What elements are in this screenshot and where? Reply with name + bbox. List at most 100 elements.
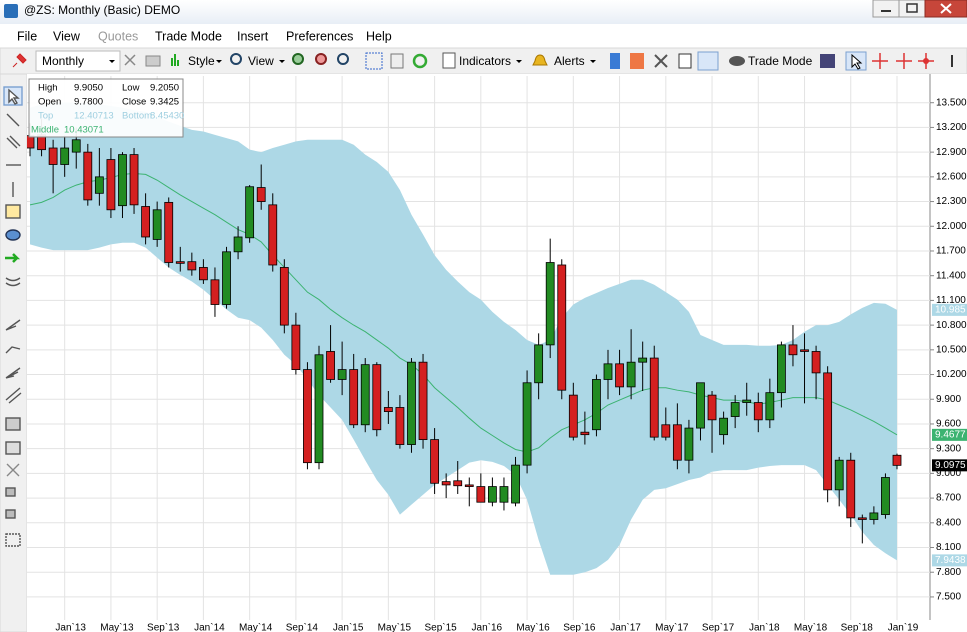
maximize-button[interactable]	[898, 0, 926, 18]
zoom-menu[interactable]	[337, 53, 349, 65]
candle-body	[48, 147, 58, 165]
select-icon[interactable]	[365, 52, 383, 70]
zoom-out[interactable]	[315, 53, 327, 65]
tool[interactable]	[5, 346, 21, 354]
icon[interactable]	[654, 54, 668, 68]
menu-item[interactable]: File	[17, 29, 37, 43]
menu-item[interactable]: Insert	[237, 29, 269, 43]
candle-body	[684, 427, 694, 461]
x-tick-label: Jan`14	[194, 622, 225, 632]
info-text: 9.2050	[150, 83, 179, 94]
candle-body	[83, 151, 93, 201]
info-box-frame	[28, 78, 184, 138]
toolbar-button[interactable]: Alerts	[554, 54, 585, 68]
text-tool[interactable]	[5, 204, 21, 219]
info-text: Bottom	[122, 111, 152, 122]
price-label: 9.0975	[935, 460, 966, 471]
candle-body	[707, 394, 717, 421]
app-icon	[4, 4, 18, 18]
info-text: Open	[38, 97, 61, 108]
arrow-tool[interactable]	[5, 253, 21, 263]
style-icon[interactable]	[171, 54, 179, 66]
interval-label: Monthly	[42, 54, 84, 68]
candle-body	[94, 176, 104, 194]
candle-body	[129, 154, 139, 206]
toolbar-button[interactable]: Style	[188, 54, 215, 68]
y-tick-label: 9.900	[936, 394, 961, 405]
window-buttons[interactable]	[872, 0, 967, 18]
candle-body	[592, 379, 601, 431]
tool[interactable]	[5, 533, 21, 547]
toolbar-button[interactable]: Indicators	[459, 54, 511, 68]
y-tick-label: 11.100	[936, 295, 966, 306]
plot	[27, 76, 930, 620]
dropdown-arrow	[516, 60, 522, 63]
toolbar-button[interactable]: View	[248, 54, 274, 68]
menu-item[interactable]: Quotes	[98, 29, 138, 43]
menu-item[interactable]: Help	[366, 29, 392, 43]
info-text: Top	[38, 111, 53, 122]
candle-body	[672, 424, 682, 461]
alerts-icon[interactable]	[532, 54, 548, 66]
y-tick-label: 7.800	[936, 567, 961, 578]
y-tick-label: 13.500	[936, 97, 967, 108]
menu-item[interactable]: Trade Mode	[155, 29, 222, 43]
candle-body	[326, 351, 335, 380]
callout-tool[interactable]	[5, 229, 21, 241]
icon[interactable]	[630, 53, 644, 69]
candle-body	[279, 267, 289, 326]
info-text: 9.7800	[74, 97, 103, 108]
menu-item[interactable]: View	[53, 29, 81, 43]
candle-body	[383, 407, 393, 413]
zoom-in[interactable]	[292, 53, 304, 65]
tool[interactable]	[5, 487, 16, 497]
candle-body	[60, 147, 70, 165]
channel-tool[interactable]	[6, 135, 21, 149]
icon[interactable]	[820, 54, 835, 68]
axes: 7.500 7.800 8.100 8.400 8.700 9.000 9.300 9.600…	[55, 97, 967, 632]
trendline-tool[interactable]	[6, 113, 20, 127]
candle-body	[430, 439, 440, 484]
toolbar-button[interactable]: Trade Mode	[748, 54, 813, 68]
icon	[940, 3, 952, 14]
price-label: 7.9438	[935, 555, 966, 566]
dropdown-arrow	[109, 60, 115, 63]
pin-icon[interactable]	[12, 53, 27, 68]
gann-tool[interactable]	[5, 367, 21, 379]
view-icon[interactable]	[230, 53, 242, 65]
y-tick-label: 12.000	[936, 221, 967, 232]
icon[interactable]	[678, 53, 692, 69]
candle-body	[534, 344, 544, 384]
crosshair-tool[interactable]	[872, 53, 888, 69]
price-label-box	[932, 459, 967, 472]
crosshair-tool[interactable]	[896, 53, 912, 69]
arc-tool[interactable]	[5, 277, 21, 287]
interval-dropdown[interactable]	[35, 50, 121, 72]
price-label: 10.985	[935, 305, 966, 316]
menu-item[interactable]: Preferences	[286, 29, 353, 43]
tool[interactable]	[5, 417, 21, 431]
candle-body	[661, 424, 671, 438]
tool[interactable]	[5, 441, 21, 455]
icon[interactable]	[390, 53, 404, 69]
info-text: 8.45430	[150, 111, 184, 122]
icon[interactable]	[697, 51, 719, 71]
y-tick-label: 8.400	[936, 517, 961, 528]
icon[interactable]	[145, 55, 161, 67]
delete-icon[interactable]	[124, 54, 136, 66]
tool[interactable]	[5, 387, 22, 404]
indicators-icon[interactable]	[442, 52, 456, 69]
tool[interactable]	[5, 509, 16, 519]
delete-tool[interactable]	[6, 463, 20, 477]
candle-body	[857, 517, 867, 520]
trade-mode-icon[interactable]	[729, 56, 745, 66]
minimize-button[interactable]	[872, 0, 900, 18]
icon[interactable]	[610, 53, 620, 69]
candle-body	[499, 486, 509, 503]
candle-body	[800, 349, 809, 352]
fan-tool[interactable]	[5, 319, 21, 331]
refresh-icon[interactable]	[412, 53, 428, 69]
y-tick-label: 11.700	[936, 246, 966, 257]
x-tick-label: May`17	[655, 622, 689, 632]
